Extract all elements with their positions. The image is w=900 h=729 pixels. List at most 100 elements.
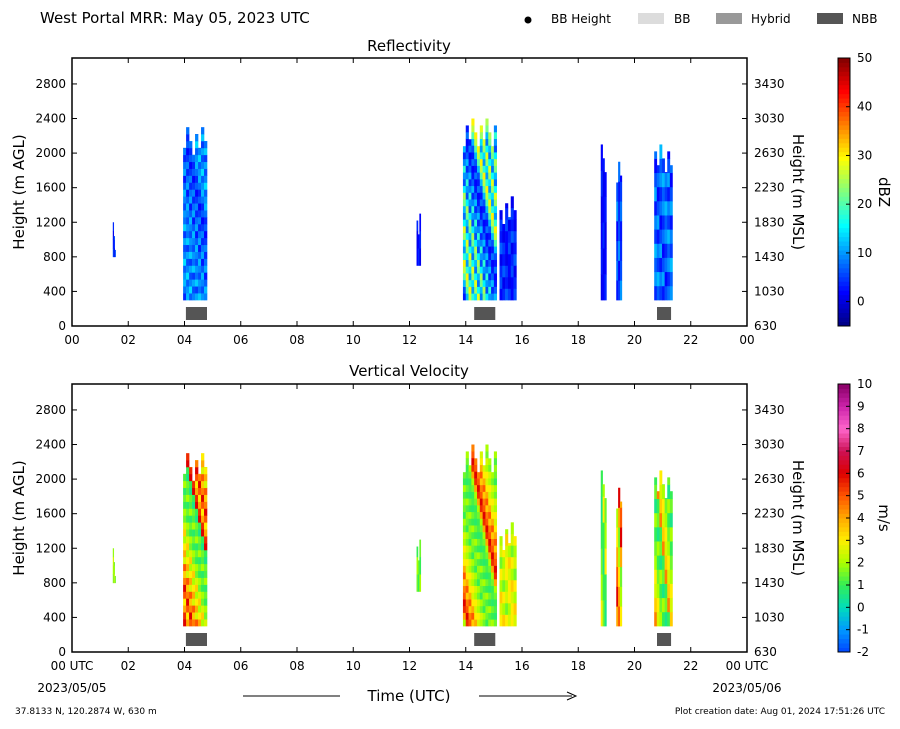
echo-cell [618, 241, 620, 261]
echo-cell [204, 529, 207, 536]
velocity-colorbar-label: m/s [875, 504, 893, 532]
echo-cell [189, 495, 192, 502]
echo-cell [463, 280, 466, 287]
echo-cell [463, 273, 466, 280]
echo-cell [204, 515, 207, 522]
echo-cell [201, 293, 204, 300]
echo-cell [186, 495, 189, 502]
echo-cell [603, 248, 605, 274]
echo-cell [466, 132, 469, 139]
echo-cell [480, 125, 483, 132]
echo-cell [508, 289, 511, 301]
y-tick-label: 2800 [35, 403, 66, 417]
colorbar-segment [838, 89, 850, 94]
echo-cell [189, 522, 192, 529]
echo-cell [183, 508, 186, 515]
colorbar-segment [838, 527, 850, 532]
echo-cell [659, 201, 662, 215]
echo-cell [463, 586, 466, 593]
echo-cell [485, 233, 488, 240]
y-tick-label: 2800 [35, 77, 66, 91]
echo-cell [195, 495, 198, 502]
echo-cell [471, 471, 474, 478]
echo-cell [198, 224, 201, 231]
echo-cell [471, 445, 474, 452]
echo-cell [204, 605, 207, 612]
echo-cell [469, 559, 472, 566]
echo-cell [477, 619, 480, 626]
colorbar-segment [838, 192, 850, 197]
echo-cell [483, 485, 486, 492]
echo-cell [485, 266, 488, 273]
echo-cell [186, 585, 189, 592]
echo-cell [183, 522, 186, 529]
echo-cell [189, 585, 192, 592]
echo-cell [192, 585, 195, 592]
echo-cell [494, 451, 497, 458]
echo-cell [500, 615, 503, 627]
echo-cell [654, 555, 657, 569]
echo-cell [471, 172, 474, 179]
colorbar-tick-label: -1 [857, 623, 869, 637]
echo-cell [483, 293, 486, 300]
x-tick-label: 00 [64, 333, 79, 347]
echo-cell [665, 187, 668, 201]
colorbar-segment [838, 317, 850, 322]
echo-cell [483, 505, 486, 512]
echo-cell [505, 265, 508, 277]
echo-cell [494, 512, 497, 519]
echo-cell [204, 585, 207, 592]
echo-cell [605, 600, 607, 626]
echo-cell [505, 529, 508, 534]
echo-cell [186, 578, 189, 585]
echo-cell [494, 545, 497, 552]
echo-cell [477, 492, 480, 499]
echo-cell [115, 576, 116, 583]
colorbar-tick-label: 20 [857, 197, 872, 211]
echo-cell [198, 272, 201, 279]
echo-cell [480, 159, 483, 166]
x-tick-label: 16 [514, 659, 529, 673]
echo-cell [485, 559, 488, 566]
echo-cell [114, 566, 115, 575]
echo-cell [485, 478, 488, 485]
echo-cell [670, 258, 673, 272]
echo-cell [603, 222, 605, 248]
echo-cell [189, 578, 192, 585]
echo-cell [477, 219, 480, 226]
echo-cell [616, 606, 618, 626]
x-tick-label: 00 UTC [726, 659, 769, 673]
echo-cell [469, 280, 472, 287]
echo-cell [189, 286, 192, 293]
echo-cell [488, 166, 491, 173]
echo-cell [670, 584, 673, 598]
echo-cell [463, 260, 466, 267]
x-tick-label: 18 [571, 333, 586, 347]
echo-cell [198, 196, 201, 203]
echo-cell [480, 287, 483, 294]
echo-cell [186, 127, 189, 134]
echo-cell [488, 505, 491, 512]
echo-cell [491, 619, 494, 626]
echo-cell [485, 579, 488, 586]
echo-cell [662, 201, 665, 215]
echo-cell [483, 240, 486, 247]
echo-cell [494, 458, 497, 465]
echo-cell [463, 613, 466, 620]
echo-cell [657, 527, 660, 541]
echo-cell [183, 238, 186, 245]
echo-cell [483, 287, 486, 294]
echo-cell [474, 552, 477, 559]
echo-cell [466, 166, 469, 173]
echo-cell [603, 196, 605, 222]
echo-cell [198, 529, 201, 536]
location-info: 37.8133 N, 120.2874 W, 630 m [15, 707, 157, 717]
echo-cell [480, 172, 483, 179]
echo-cell [667, 272, 670, 286]
echo-cell [483, 465, 486, 471]
echo-cell [500, 219, 503, 231]
echo-cell [480, 532, 483, 539]
echo-cell [508, 277, 511, 289]
echo-cell [198, 591, 201, 598]
echo-cell [463, 532, 466, 539]
